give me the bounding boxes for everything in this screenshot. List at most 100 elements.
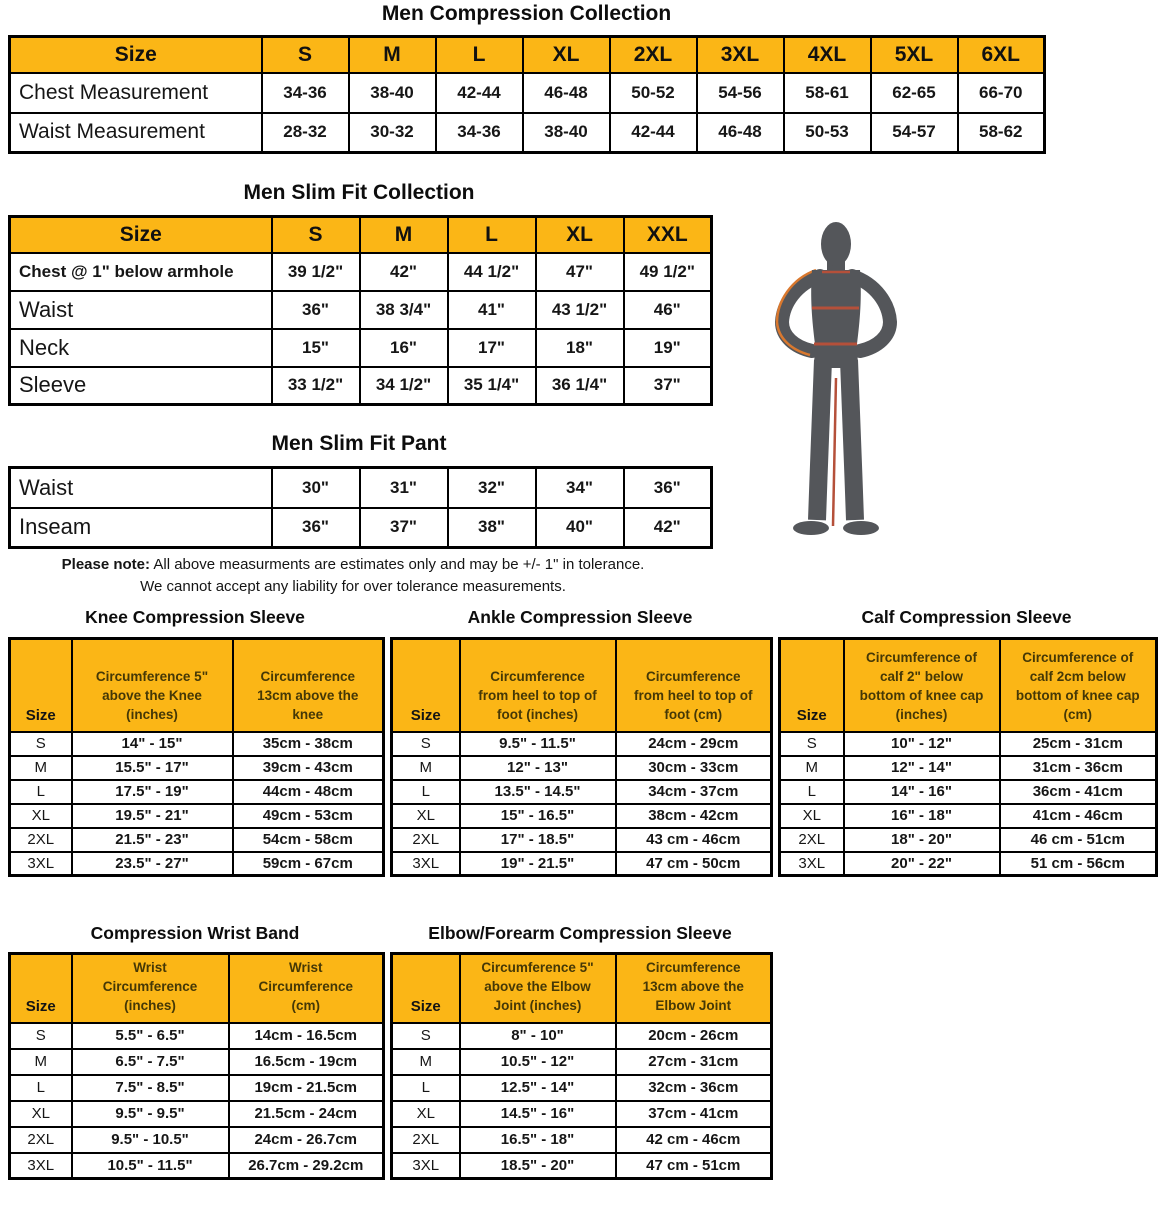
table-row: M 10.5" - 12" 27cm - 31cm [390,1047,773,1076]
value-cell: 37cm - 41cm [614,1099,773,1128]
value-cell: 39cm - 43cm [231,754,385,781]
value-cell: 47 cm - 50cm [614,850,773,877]
value-cell: 12" - 14" [842,754,1001,781]
value-cell: 15" [270,327,361,368]
value-cell: 47 cm - 51cm [614,1151,773,1180]
male-figure-svg [774,222,898,535]
value-cell: 46-48 [521,71,611,114]
note-text: All above measurments are estimates only… [150,556,645,573]
value-cell: 16.5cm - 19cm [227,1047,385,1076]
men-slim-fit-pant-table: Waist 30" 31" 32" 34" 36" Inseam 36" 37" 38" 40" 42… [8,466,713,549]
value-cell: 12" - 13" [458,754,617,781]
knee-sleeve-title: Knee Compression Sleeve [85,607,305,627]
table-row: XL 19.5" - 21" 49cm - 53cm [8,802,385,829]
row-label: Neck [8,327,273,368]
value-cell: 30-32 [347,111,437,154]
value-cell: 21.5" - 23" [70,826,234,853]
value-cell: 50-52 [608,71,698,114]
value-cell: 16" [358,327,449,368]
sleeve-measure-line [775,268,817,357]
table-row: Chest @ 1" below armhole 39 1/2" 42" 44 1/2… [8,251,713,292]
value-cell: 17.5" - 19" [70,778,234,805]
value-cell: 34 1/2" [358,365,449,406]
value-cell: 18" [534,327,625,368]
value-cell: 51 cm - 56cm [998,850,1158,877]
table-row: 3XL 19" - 21.5" 47 cm - 50cm [390,850,773,877]
size-cell: S [8,1021,73,1050]
size-col-header: S [260,35,350,74]
table-row: 3XL 23.5" - 27" 59cm - 67cm [8,850,385,877]
value-cell: 54-57 [869,111,959,154]
size-cell: 3XL [778,850,845,877]
cm-column-header: Circumference 13cm above the knee [231,637,385,733]
size-cell: S [390,730,461,757]
wrist-band-title: Compression Wrist Band [90,923,300,943]
value-cell: 35cm - 38cm [231,730,385,757]
value-cell: 36 1/4" [534,365,625,406]
value-cell: 34" [534,466,625,509]
size-header-label: Size [8,215,273,254]
value-cell: 43 cm - 46cm [614,826,773,853]
value-cell: 62-65 [869,71,959,114]
calf-sleeve-table: Size Circumference of calf 2" below bott… [778,637,1158,877]
size-cell: L [8,778,73,805]
size-cell: 3XL [390,1151,461,1180]
header-row: Size S M L XL XXL [8,215,713,254]
table-row: 3XL 18.5" - 20" 47 cm - 51cm [390,1151,773,1180]
value-cell: 50-53 [782,111,872,154]
table-row: M 6.5" - 7.5" 16.5cm - 19cm [8,1047,385,1076]
cm-column-header: Circumference of calf 2cm below bottom o… [998,637,1158,733]
value-cell: 16" - 18" [842,802,1001,829]
men-compression-title: Men Compression Collection [381,2,672,25]
value-cell: 46-48 [695,111,785,154]
table-row: L 14" - 16" 36cm - 41cm [778,778,1158,805]
knee-sleeve-table: Size Circumference 5" above the Knee (in… [8,637,385,877]
ankle-sleeve-title: Ankle Compression Sleeve [467,607,693,627]
size-cell: L [390,1073,461,1102]
tolerance-note-line2: We cannot accept any liability for over … [140,578,566,595]
row-label: Chest @ 1" below armhole [8,251,273,292]
men-slim-fit-title: Men Slim Fit Collection [243,181,475,204]
value-cell: 39 1/2" [270,251,361,292]
value-cell: 35 1/4" [446,365,537,406]
table-row: S 8" - 10" 20cm - 26cm [390,1021,773,1050]
size-cell: 2XL [390,826,461,853]
value-cell: 16.5" - 18" [458,1125,617,1154]
value-cell: 34-36 [260,71,350,114]
value-cell: 41cm - 46cm [998,802,1158,829]
size-cell: XL [390,1099,461,1128]
value-cell: 26.7cm - 29.2cm [227,1151,385,1180]
table-row: XL 9.5" - 9.5" 21.5cm - 24cm [8,1099,385,1128]
table-row: 3XL 20" - 22" 51 cm - 56cm [778,850,1158,877]
value-cell: 42" [358,251,449,292]
value-cell: 32cm - 36cm [614,1073,773,1102]
cm-column-header: Circumference from heel to top of foot (… [614,637,773,733]
size-cell: XL [8,802,73,829]
value-cell: 36" [622,466,713,509]
value-cell: 19.5" - 21" [70,802,234,829]
size-col-header: XL [521,35,611,74]
right-arm [845,269,898,358]
value-cell: 9.5" - 11.5" [458,730,617,757]
size-header-label: Size [390,637,461,733]
men-compression-table: Size S M L XL 2XL 3XL 4XL 5XL 6XL Chest Measurem… [8,35,1046,154]
header-row: Size Wrist Circumference (inches) Wrist … [8,952,385,1024]
size-cell: 3XL [390,850,461,877]
table-row: M 12" - 13" 30cm - 33cm [390,754,773,781]
value-cell: 38" [446,506,537,549]
table-row: Inseam 36" 37" 38" 40" 42" [8,506,713,549]
size-col-header: M [347,35,437,74]
value-cell: 9.5" - 9.5" [70,1099,230,1128]
table-row: 2XL 18" - 20" 46 cm - 51cm [778,826,1158,853]
size-cell: XL [390,802,461,829]
size-col-header: 5XL [869,35,959,74]
size-header-label: Size [778,637,845,733]
size-cell: M [8,1047,73,1076]
size-cell: 3XL [8,1151,73,1180]
value-cell: 42-44 [434,71,524,114]
value-cell: 44 1/2" [446,251,537,292]
size-cell: M [390,1047,461,1076]
value-cell: 42" [622,506,713,549]
size-cell: S [778,730,845,757]
value-cell: 10" - 12" [842,730,1001,757]
